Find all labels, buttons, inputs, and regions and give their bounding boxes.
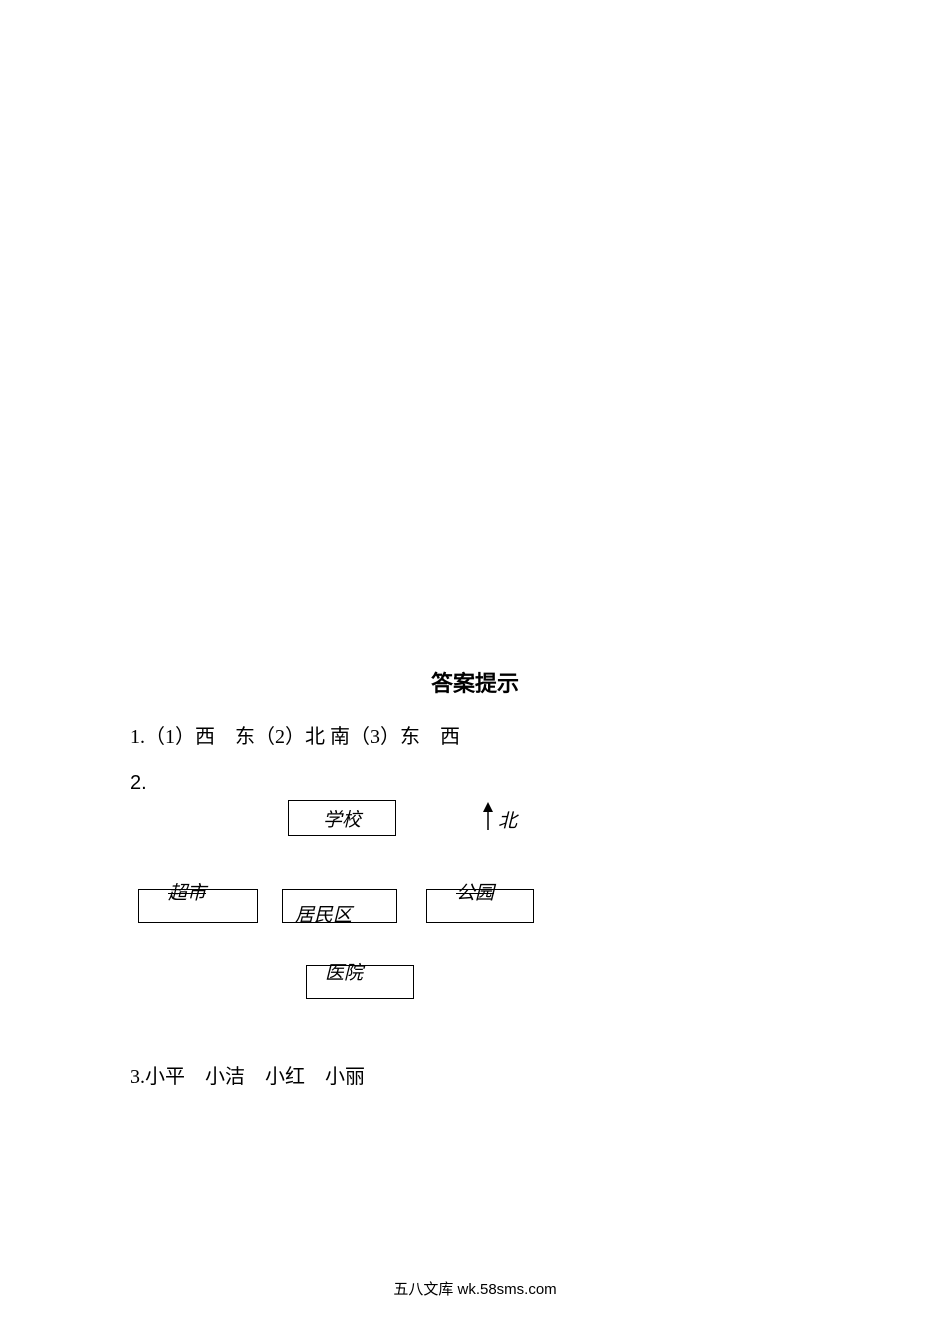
park-label: 公园 <box>456 878 494 905</box>
hospital-label: 医院 <box>325 958 363 985</box>
north-indicator: 北 <box>480 800 540 836</box>
north-label: 北 <box>498 806 517 833</box>
question-3-answer: 3.小平 小洁 小红 小丽 <box>130 1060 365 1089</box>
direction-diagram: 学校 北 超市 居民区 公园 医院 <box>130 800 630 1030</box>
arrow-up-icon <box>480 802 496 832</box>
answer-title: 答案提示 <box>431 666 519 698</box>
question-2-prefix: 2. <box>130 772 147 795</box>
box-school: 学校 <box>288 800 396 836</box>
market-label: 超市 <box>168 878 206 905</box>
question-1-answer: 1.（1）西 东（2）北 南（3）东 西 <box>130 720 460 749</box>
footer-watermark: 五八文库 wk.58sms.com <box>393 1278 556 1299</box>
residential-label: 居民区 <box>295 900 352 927</box>
